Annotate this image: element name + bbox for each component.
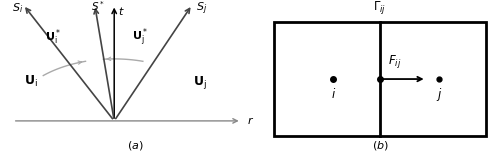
Text: $r$: $r$ [247, 115, 254, 126]
Text: $\mathbf{U}_{\mathregular{j}}$: $\mathbf{U}_{\mathregular{j}}$ [193, 74, 207, 91]
Text: $S_{\mathregular{j}}$: $S_{\mathregular{j}}$ [196, 0, 207, 17]
Text: $\mathbf{U}_{\mathregular{i}}$: $\mathbf{U}_{\mathregular{i}}$ [24, 74, 38, 89]
Text: $\Gamma_{ij}$: $\Gamma_{ij}$ [374, 0, 386, 16]
Text: $t$: $t$ [118, 5, 125, 17]
Text: $\mathbf{\mathit{F}}_{ij}$: $\mathbf{\mathit{F}}_{ij}$ [388, 53, 402, 70]
Bar [274, 22, 486, 136]
Text: $i$: $i$ [331, 87, 336, 101]
Text: $j$: $j$ [436, 86, 442, 103]
Text: $\mathbf{U}_{\mathregular{i}}^*$: $\mathbf{U}_{\mathregular{i}}^*$ [45, 27, 61, 47]
Text: $(b)$: $(b)$ [372, 139, 388, 152]
Text: $\mathbf{U}_{\mathregular{j}}^*$: $\mathbf{U}_{\mathregular{j}}^*$ [132, 27, 148, 49]
Text: $S^*$: $S^*$ [91, 0, 105, 13]
Text: $(a)$: $(a)$ [126, 139, 144, 152]
Text: $S_{\mathregular{i}}$: $S_{\mathregular{i}}$ [12, 1, 22, 15]
